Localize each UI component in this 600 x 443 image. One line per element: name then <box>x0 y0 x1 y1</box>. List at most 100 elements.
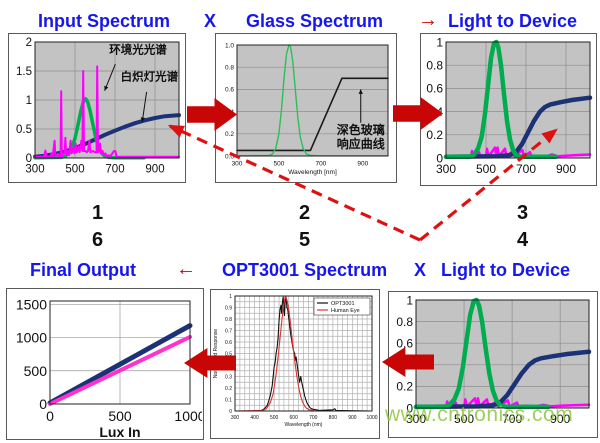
series-ambient-light-spikes <box>34 65 180 158</box>
svg-text:500: 500 <box>65 164 84 176</box>
svg-text:500: 500 <box>108 408 132 424</box>
title-input-spectrum: Input Spectrum <box>38 11 171 31</box>
series-navy-line <box>47 323 193 406</box>
svg-text:0.6: 0.6 <box>225 87 234 94</box>
svg-text:OPT3001: OPT3001 <box>331 301 355 307</box>
step-number-4: 4 <box>517 229 529 251</box>
svg-text:0.2: 0.2 <box>426 128 443 142</box>
light-to-device-plot-bottom: 300 500 700 900 0 0.2 0.4 0.6 0.8 1 <box>396 293 592 426</box>
svg-text:0.8: 0.8 <box>225 65 234 72</box>
svg-text:1.5: 1.5 <box>16 66 32 78</box>
title-light-to-device-top: Light to Device <box>448 11 578 31</box>
svg-text:700: 700 <box>516 162 536 176</box>
light-to-device-chart-top: 300 500 700 900 0 0.2 0.4 0.6 0.8 1 <box>420 33 597 186</box>
svg-text:500: 500 <box>270 415 279 421</box>
svg-text:900: 900 <box>145 164 164 176</box>
final-output-plot: 0 500 1000 0 500 1000 1500 Lux In <box>16 296 202 438</box>
svg-text:500: 500 <box>274 161 285 168</box>
svg-text:900: 900 <box>357 161 368 168</box>
svg-text:0.6: 0.6 <box>396 337 413 351</box>
opt3001-spectrum-plot: 300 400 500 600 700 800 900 1000 0 0.1 0.2 0.3 0.4 0.… <box>213 294 378 428</box>
svg-text:300: 300 <box>232 161 243 168</box>
svg-text:0.2: 0.2 <box>225 386 232 392</box>
svg-text:300: 300 <box>406 412 426 426</box>
input-spectrum-chart: 300 500 700 900 0 0.5 1 1.5 2 环境光光谱 白炽灯光谱 <box>8 33 186 183</box>
svg-text:Normalized Response: Normalized Response <box>213 329 219 378</box>
svg-text:1000: 1000 <box>174 408 202 424</box>
svg-text:1000: 1000 <box>16 330 47 346</box>
svg-text:1: 1 <box>406 293 413 307</box>
multiply-operator-top: X <box>204 11 217 31</box>
svg-text:0.1: 0.1 <box>225 397 232 403</box>
svg-text:900: 900 <box>550 412 570 426</box>
svg-text:0: 0 <box>229 409 232 415</box>
title-glass-spectrum: Glass Spectrum <box>246 11 384 31</box>
svg-text:800: 800 <box>329 415 338 421</box>
light-to-device-chart-bottom: 300 500 700 900 0 0.2 0.4 0.6 0.8 1 <box>388 291 598 438</box>
svg-text:0.4: 0.4 <box>426 105 443 119</box>
svg-text:0: 0 <box>26 153 32 165</box>
svg-text:Wavelength [nm]: Wavelength [nm] <box>288 169 337 176</box>
svg-text:500: 500 <box>24 363 48 379</box>
svg-text:0.3: 0.3 <box>225 374 232 380</box>
svg-text:500: 500 <box>476 162 496 176</box>
svg-text:0.6: 0.6 <box>225 340 232 346</box>
svg-text:0.9: 0.9 <box>225 305 232 311</box>
series-opt3001-response <box>234 295 373 412</box>
series-pink-line <box>48 334 192 406</box>
svg-text:0.2: 0.2 <box>225 131 234 138</box>
svg-text:0.8: 0.8 <box>426 59 443 73</box>
title-opt3001-spectrum: OPT3001 Spectrum <box>222 260 388 280</box>
multiply-operator-bottom: X <box>414 260 427 280</box>
svg-text:700: 700 <box>105 164 124 176</box>
opt3001-spectrum-chart: 300 400 500 600 700 800 900 1000 0 0.1 0.2 0.3 0.4 0.… <box>210 289 380 439</box>
svg-text:700: 700 <box>309 415 318 421</box>
svg-text:1: 1 <box>26 95 32 107</box>
glass-spectrum-chart: 300 500 700 900 0.0 0.2 0.4 0.6 0.8 1.0 Wavelength… <box>215 33 397 183</box>
svg-text:0.8: 0.8 <box>225 317 232 323</box>
svg-text:0: 0 <box>39 396 47 412</box>
svg-text:600: 600 <box>290 415 299 421</box>
svg-text:0.8: 0.8 <box>396 315 413 329</box>
svg-text:Lux In: Lux In <box>99 424 140 438</box>
series-human-eye-response <box>234 295 373 412</box>
svg-text:900: 900 <box>556 162 576 176</box>
svg-text:1: 1 <box>436 35 443 49</box>
svg-text:1.0: 1.0 <box>225 42 234 49</box>
svg-text:400: 400 <box>250 415 259 421</box>
svg-text:300: 300 <box>231 415 240 421</box>
svg-text:0.4: 0.4 <box>225 109 234 116</box>
svg-text:白炽灯光谱: 白炽灯光谱 <box>121 69 179 83</box>
svg-text:1000: 1000 <box>366 415 377 421</box>
svg-text:1500: 1500 <box>16 296 47 312</box>
final-output-chart: 0 500 1000 0 500 1000 1500 Lux In <box>6 288 204 440</box>
svg-text:900: 900 <box>348 415 357 421</box>
title-light-to-device-bottom: Light to Device <box>441 260 571 280</box>
svg-text:0: 0 <box>46 408 54 424</box>
step-number-3: 3 <box>517 202 529 224</box>
glass-spectrum-plot: 300 500 700 900 0.0 0.2 0.4 0.6 0.8 1.0 Wavelength… <box>225 42 389 176</box>
arrow-left-icon: ← <box>176 258 196 280</box>
svg-text:500: 500 <box>454 412 474 426</box>
svg-text:Human Eye: Human Eye <box>331 308 360 314</box>
step-number-5: 5 <box>299 229 311 251</box>
step-number-6: 6 <box>92 229 104 251</box>
svg-text:0: 0 <box>406 401 413 415</box>
svg-text:响应曲线: 响应曲线 <box>337 136 385 151</box>
title-final-output: Final Output <box>30 260 136 280</box>
svg-text:深色玻璃: 深色玻璃 <box>337 122 385 137</box>
series-navy-curve <box>413 349 592 410</box>
step-number-2: 2 <box>299 202 311 224</box>
svg-text:700: 700 <box>502 412 522 426</box>
svg-text:0.4: 0.4 <box>396 358 413 372</box>
svg-text:700: 700 <box>315 161 326 168</box>
svg-text:0.4: 0.4 <box>225 363 232 369</box>
svg-text:0.7: 0.7 <box>225 328 232 334</box>
svg-text:Wavelength (nm): Wavelength (nm) <box>285 422 323 428</box>
svg-text:2: 2 <box>26 37 32 49</box>
svg-text:0.2: 0.2 <box>396 380 413 394</box>
svg-text:0.0: 0.0 <box>225 153 234 160</box>
